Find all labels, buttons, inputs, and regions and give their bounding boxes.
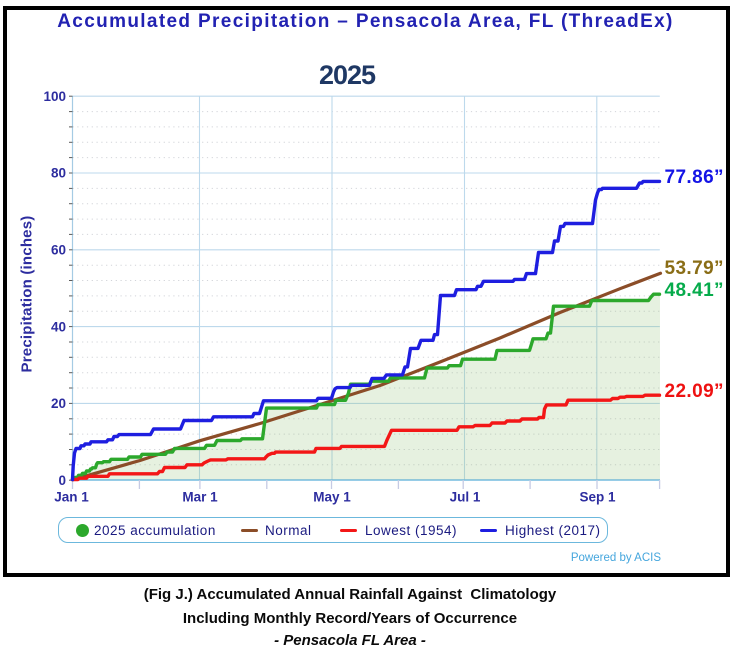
svg-text:20: 20 [51,396,66,411]
svg-text:48.41”: 48.41” [665,280,724,301]
svg-text:60: 60 [51,243,66,258]
svg-text:22.09”: 22.09” [665,381,724,402]
svg-text:Sep 1: Sep 1 [579,490,616,505]
svg-text:40: 40 [51,319,66,334]
svg-text:77.86”: 77.86” [665,167,724,188]
svg-text:Mar 1: Mar 1 [182,490,218,505]
svg-text:May 1: May 1 [313,490,351,505]
svg-text:100: 100 [43,89,66,104]
svg-text:0: 0 [58,473,66,488]
svg-text:Jul 1: Jul 1 [450,490,481,505]
svg-text:Jan 1: Jan 1 [54,490,89,505]
svg-text:80: 80 [51,166,66,181]
svg-text:Precipitation (inches): Precipitation (inches) [19,216,36,373]
svg-text:53.79”: 53.79” [665,258,724,279]
